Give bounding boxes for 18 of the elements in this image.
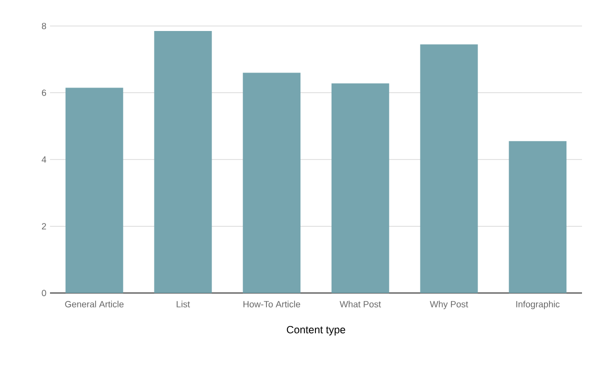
bar [508, 141, 566, 293]
x-tick-label: List [176, 300, 190, 308]
bar [242, 72, 300, 293]
x-tick-label: How-To Article [244, 300, 300, 308]
y-tick-label: 4 [42, 156, 46, 163]
x-tick-label: What Post [340, 300, 381, 308]
x-tick-label: Why Post [430, 300, 468, 310]
bar [332, 83, 390, 293]
y-tick-label: 0 [42, 290, 46, 296]
y-tick-label: 2 [42, 223, 46, 230]
x-tick-label: General Article [65, 300, 124, 308]
y-tick-label: 6 [42, 90, 46, 96]
x-axis-title: Content type [286, 326, 346, 336]
bar [420, 44, 478, 293]
bar [66, 88, 124, 293]
x-tick-label: Infographic [516, 300, 560, 310]
y-tick-label: 8 [42, 22, 46, 30]
bar [154, 31, 212, 293]
